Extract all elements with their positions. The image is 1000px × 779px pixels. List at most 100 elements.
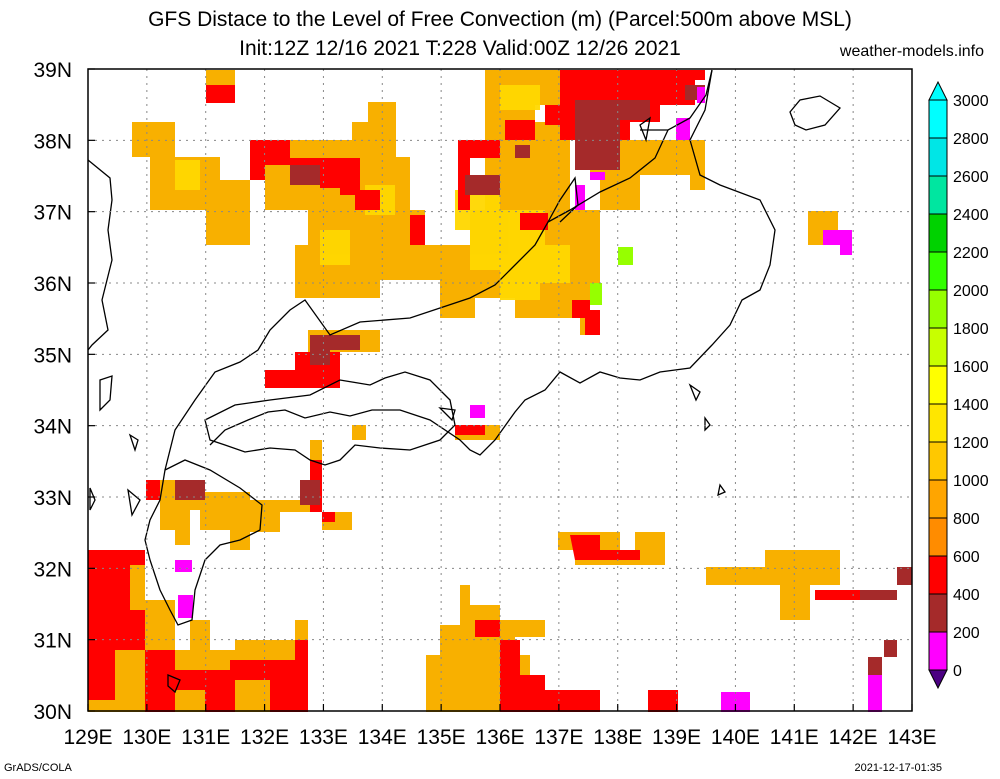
coastline-sado xyxy=(639,116,651,143)
colorbar-swatch xyxy=(928,555,948,595)
field-patch xyxy=(146,440,322,550)
field-patch xyxy=(485,140,500,158)
coastline-honshu-pacific xyxy=(209,69,776,456)
field-patch xyxy=(250,140,340,188)
colorbar-label: 2000 xyxy=(953,283,989,300)
field-patch xyxy=(505,120,535,140)
colorbar-swatch xyxy=(928,213,948,253)
coastline-izu xyxy=(688,383,726,497)
colorbar-swatch xyxy=(928,327,948,367)
field-patch xyxy=(178,595,193,618)
field-patch xyxy=(585,310,600,335)
field-patch xyxy=(175,160,200,190)
field-patch xyxy=(458,140,485,210)
colorbar: 0 200 400 600 800 1000 1200 1400 1600 1800 2000 220… xyxy=(928,80,989,690)
colorbar-label: 2200 xyxy=(953,245,989,262)
field-patch xyxy=(410,215,425,245)
map-grid xyxy=(88,69,912,711)
field-patch xyxy=(706,550,840,620)
field-patch xyxy=(175,480,205,500)
colorbar-under-triangle xyxy=(928,669,948,690)
colorbar-label: 400 xyxy=(953,587,980,604)
field-patch xyxy=(500,640,600,712)
field-patch xyxy=(455,425,485,435)
field-patch xyxy=(884,640,897,657)
coastline-shikoku xyxy=(204,371,456,466)
colorbar-swatch xyxy=(928,593,948,633)
lat-tick-label: 32N xyxy=(33,558,72,581)
lon-tick-label: 140E xyxy=(711,726,760,749)
lon-tick-label: 142E xyxy=(829,726,878,749)
field-patch xyxy=(322,512,335,522)
map-subtitle: Init:12Z 12/16 2021 T:228 Valid:00Z 12/2… xyxy=(239,37,681,60)
lon-tick-label: 133E xyxy=(299,726,348,749)
colorbar-swatch xyxy=(928,289,948,329)
lon-tick-label: 137E xyxy=(534,726,583,749)
colorbar-label: 3000 xyxy=(953,93,989,110)
lat-tick-label: 34N xyxy=(33,416,72,439)
field-patch xyxy=(520,213,548,230)
footer-timestamp: 2021-12-17-01:35 xyxy=(854,762,942,774)
coastline-islands-sw xyxy=(89,375,181,694)
lat-tick-label: 30N xyxy=(33,701,72,724)
lat-tick-label: 33N xyxy=(33,487,72,510)
field-patch xyxy=(648,690,678,712)
lon-tick-label: 131E xyxy=(181,726,230,749)
coastline-honshu-sea-west xyxy=(164,129,669,471)
lat-tick-label: 35N xyxy=(33,344,72,367)
colorbar-swatch xyxy=(928,175,948,215)
colorbar-swatch xyxy=(928,631,948,671)
lon-tick-label: 134E xyxy=(358,726,407,749)
field-patch xyxy=(206,85,235,103)
lon-tick-label: 141E xyxy=(770,726,819,749)
field-patch xyxy=(465,175,500,195)
colorbar-swatch xyxy=(928,251,948,291)
colorbar-label: 1200 xyxy=(953,435,989,452)
field-patch xyxy=(575,100,650,170)
field-patch xyxy=(590,172,605,180)
coastline-noto xyxy=(547,176,579,223)
colorbar-label: 1000 xyxy=(953,473,989,490)
colorbar-label: 1800 xyxy=(953,321,989,338)
credit-label: weather-models.info xyxy=(839,43,984,60)
colorbar-label: 0 xyxy=(953,663,962,680)
colorbar-label: 1600 xyxy=(953,359,989,376)
field-patch xyxy=(868,657,882,675)
coastline-hokkaido xyxy=(789,95,842,131)
colorbar-label: 800 xyxy=(953,511,980,528)
field-patch xyxy=(500,85,540,110)
field-patch xyxy=(590,283,602,305)
lat-axis: 30N 31N 32N 33N 34N 35N 36N 37N 38N 39N xyxy=(33,59,95,724)
field-patch xyxy=(515,145,530,158)
lon-tick-label: 143E xyxy=(887,726,936,749)
colorbar-label: 600 xyxy=(953,549,980,566)
lon-tick-label: 139E xyxy=(652,726,701,749)
field-patch xyxy=(860,590,897,600)
field-patch xyxy=(868,675,882,712)
field-patch xyxy=(475,620,500,637)
field-patch xyxy=(823,230,852,255)
lon-tick-label: 132E xyxy=(240,726,289,749)
field-patch xyxy=(265,370,295,388)
coastlines xyxy=(87,69,842,694)
field-patch xyxy=(310,335,360,365)
field-patch xyxy=(897,567,912,585)
colorbar-label: 2400 xyxy=(953,207,989,224)
lfc-field xyxy=(88,70,912,712)
lat-tick-label: 31N xyxy=(33,630,72,653)
field-patch xyxy=(320,230,350,265)
field-patch xyxy=(145,640,308,712)
colorbar-label: 200 xyxy=(953,625,980,642)
lat-tick-label: 39N xyxy=(33,59,72,82)
colorbar-swatch xyxy=(928,137,948,177)
lon-tick-label: 135E xyxy=(417,726,466,749)
colorbar-swatch xyxy=(928,99,948,139)
lat-tick-label: 37N xyxy=(33,202,72,225)
lon-axis: 129E 130E 131E 132E 133E 134E 135E 136E 137E 138E… xyxy=(63,704,937,749)
coastline-kyushu xyxy=(144,459,263,626)
field-patch xyxy=(697,87,705,103)
lon-tick-label: 129E xyxy=(63,726,112,749)
lat-tick-label: 36N xyxy=(33,273,72,296)
lon-tick-label: 138E xyxy=(593,726,642,749)
